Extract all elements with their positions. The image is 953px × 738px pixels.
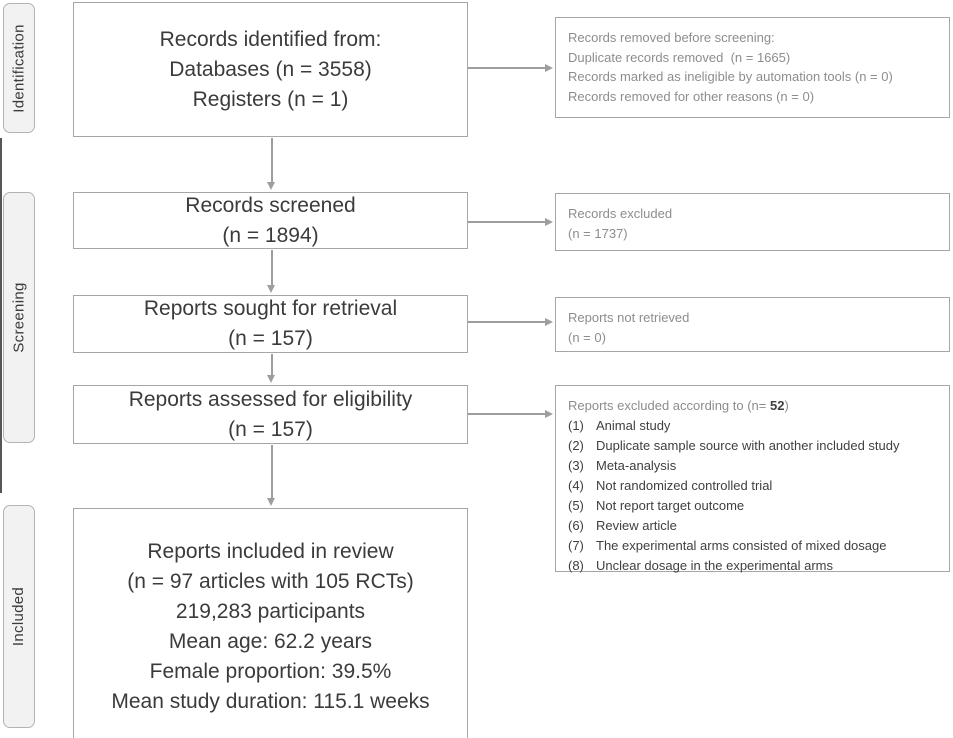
arrow-down-head-icon bbox=[267, 375, 275, 383]
arrow-down-head-icon bbox=[267, 498, 275, 506]
box-reports-sought: Reports sought for retrieval (n = 157) bbox=[73, 295, 468, 353]
excluded-header-prefix: Reports excluded according to (n= bbox=[568, 398, 770, 413]
box-reports-included: Reports included in review (n = 97 artic… bbox=[73, 508, 468, 738]
arrow-down-icon bbox=[271, 445, 273, 499]
box-reports-included-line: (n = 97 articles with 105 RCTs) bbox=[127, 569, 414, 593]
box-reports-not-retrieved-line: (n = 0) bbox=[568, 329, 606, 345]
box-records-screened: Records screened (n = 1894) bbox=[73, 192, 468, 249]
arrow-right-icon bbox=[468, 67, 546, 69]
box-records-screened-line: Records screened bbox=[185, 193, 356, 217]
excluded-reason-item: (2) Duplicate sample source with another … bbox=[568, 437, 900, 453]
excluded-reason-item: (8) Unclear dosage in the experimental ar… bbox=[568, 557, 834, 573]
box-reports-assessed-line: (n = 157) bbox=[228, 417, 313, 441]
box-reports-included-line: Reports included in review bbox=[147, 539, 394, 563]
box-records-removed-line: Records marked as ineligible by automati… bbox=[568, 69, 893, 84]
box-records-excluded-line: (n = 1737) bbox=[568, 225, 628, 241]
box-reports-included-line: Mean age: 62.2 years bbox=[168, 629, 373, 653]
arrow-down-icon bbox=[271, 354, 273, 376]
box-records-identified-line: Registers (n = 1) bbox=[192, 87, 349, 111]
stage-label-included: Included bbox=[3, 505, 35, 728]
box-records-identified: Records identified from: Databases (n = … bbox=[73, 2, 468, 137]
box-reports-included-line: Female proportion: 39.5% bbox=[149, 659, 392, 683]
box-reports-assessed: Reports assessed for eligibility (n = 15… bbox=[73, 385, 468, 444]
box-records-excluded-line: Records excluded bbox=[568, 206, 673, 221]
box-records-identified-line: Records identified from: bbox=[159, 27, 382, 51]
box-records-removed-line: Records removed for other reasons (n = 0… bbox=[568, 88, 815, 104]
excluded-header-count: 52 bbox=[769, 398, 785, 413]
box-reports-included-line: 219,283 participants bbox=[175, 599, 366, 623]
excluded-header-suffix: ) bbox=[784, 398, 789, 413]
excluded-reason-item: (3) Meta-analysis bbox=[568, 457, 677, 473]
box-records-screened-line: (n = 1894) bbox=[222, 223, 319, 247]
arrow-right-head-icon bbox=[545, 409, 553, 418]
excluded-reason-item: (7) The experimental arms consisted of mi… bbox=[568, 537, 887, 553]
arrow-down-icon bbox=[271, 250, 273, 286]
box-records-removed-line: Records removed before screening: bbox=[568, 30, 775, 45]
arrow-right-head-icon bbox=[545, 317, 553, 326]
box-records-identified-line: Databases (n = 3558) bbox=[169, 57, 372, 81]
arrow-right-icon bbox=[468, 321, 546, 323]
excluded-reason-item: (4) Not randomized controlled trial bbox=[568, 477, 773, 493]
box-reports-excluded-header: Reports excluded according to (n= 52) bbox=[568, 396, 937, 416]
box-reports-assessed-line: Reports assessed for eligibility bbox=[128, 387, 413, 411]
stage-label-screening-text: Screening bbox=[10, 282, 28, 353]
box-records-removed-line: Duplicate records removed (n = 1665) bbox=[568, 49, 791, 65]
left-edge-artifact-line bbox=[0, 138, 2, 493]
arrow-down-icon bbox=[271, 138, 273, 183]
arrow-right-icon bbox=[468, 221, 546, 223]
excluded-reason-item: (5) Not report target outcome bbox=[568, 497, 745, 513]
box-reports-not-retrieved-line: Reports not retrieved bbox=[568, 310, 690, 325]
box-reports-not-retrieved: Reports not retrieved (n = 0) bbox=[555, 297, 950, 352]
arrow-down-head-icon bbox=[267, 182, 275, 190]
box-reports-sought-line: (n = 157) bbox=[228, 327, 313, 350]
stage-label-identification: Identification bbox=[3, 3, 35, 133]
stage-label-identification-text: Identification bbox=[10, 23, 28, 113]
stage-label-included-text: Included bbox=[10, 586, 28, 647]
arrow-right-head-icon bbox=[545, 217, 553, 226]
excluded-reason-item: (6) Review article bbox=[568, 517, 677, 533]
excluded-reason-item: (1) Animal study bbox=[568, 417, 671, 433]
box-reports-included-line: Mean study duration: 115.1 weeks bbox=[111, 689, 430, 713]
box-reports-excluded: Reports excluded according to (n= 52) (1… bbox=[555, 385, 950, 573]
box-reports-sought-line: Reports sought for retrieval bbox=[143, 297, 398, 320]
stage-label-screening: Screening bbox=[3, 192, 35, 443]
box-records-excluded: Records excluded (n = 1737) bbox=[555, 193, 950, 251]
box-records-removed: Records removed before screening: Duplic… bbox=[555, 17, 950, 118]
arrow-right-icon bbox=[468, 413, 546, 415]
arrow-down-head-icon bbox=[267, 285, 275, 293]
arrow-right-head-icon bbox=[545, 63, 553, 72]
